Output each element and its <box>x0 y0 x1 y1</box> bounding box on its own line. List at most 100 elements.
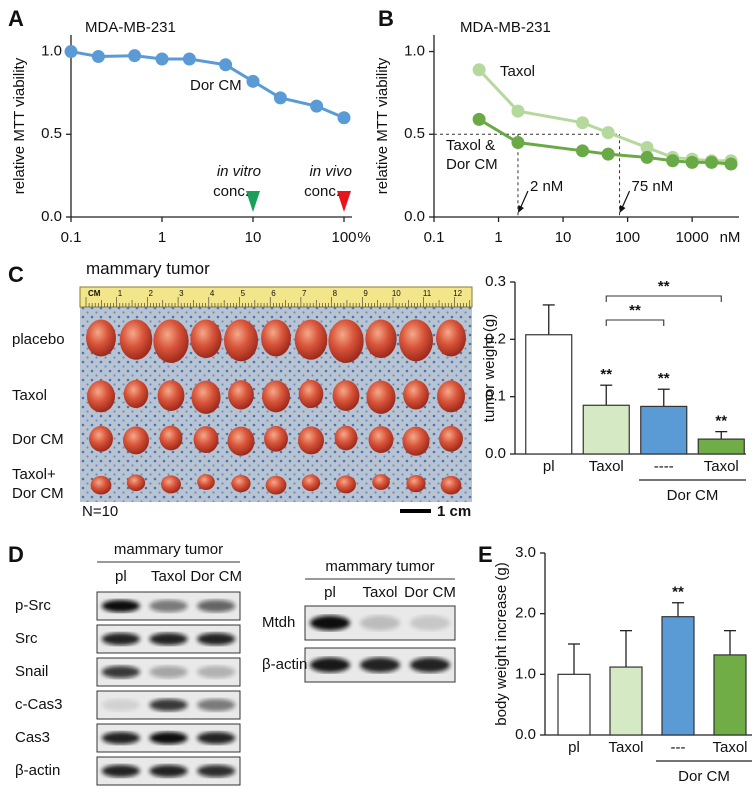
row-label: placebo <box>12 331 65 348</box>
annotation: conc. <box>213 183 249 200</box>
ruler-label: 5 <box>241 289 246 298</box>
row-label: Dor CM <box>12 431 64 448</box>
blot-row-label: Cas3 <box>15 729 50 746</box>
x-tick-label: Taxol <box>704 458 739 475</box>
significance: ** <box>658 370 670 387</box>
panel-label: B <box>378 6 394 31</box>
blot-band <box>149 731 188 745</box>
y-tick-label: 1.0 <box>41 43 62 60</box>
blot-band <box>197 698 236 712</box>
reference-label: 75 nM <box>632 178 674 195</box>
blot-row-label: Src <box>15 630 38 647</box>
tumor <box>153 319 189 364</box>
tumor <box>437 380 465 413</box>
tumor <box>301 474 321 492</box>
blot-band <box>197 731 236 745</box>
x-tick-label: 0.1 <box>61 229 82 246</box>
tumor <box>406 474 426 493</box>
lane-label: pl <box>324 584 336 601</box>
annotation: in vivo <box>309 163 352 180</box>
ruler-label: 12 <box>453 289 462 298</box>
lane-label: Taxol <box>362 584 397 601</box>
panel-label: E <box>478 542 493 567</box>
data-point <box>640 141 654 155</box>
x-tick-label: ---- <box>654 458 674 475</box>
blot-band <box>360 657 400 673</box>
tumor <box>365 319 397 359</box>
blot-band <box>310 657 350 673</box>
bar <box>582 404 630 455</box>
arrow <box>519 190 529 210</box>
lane-label: pl <box>115 568 127 585</box>
tumor <box>366 380 396 414</box>
tumor <box>126 474 146 492</box>
annotation: conc. <box>304 183 340 200</box>
blot-band <box>149 764 188 778</box>
x-tick-label: --- <box>671 739 686 756</box>
tumor <box>193 426 219 454</box>
blot-row-label: Mtdh <box>262 614 295 631</box>
bar <box>640 405 688 455</box>
blot-band <box>149 632 188 646</box>
tumor <box>368 426 394 454</box>
tumor <box>402 426 430 456</box>
reference-label: 2 nM <box>530 178 563 195</box>
chart-title: MDA-MB-231 <box>85 19 176 36</box>
significance: ** <box>658 278 670 295</box>
chart-title: MDA-MB-231 <box>460 19 551 36</box>
blot-band <box>101 599 140 613</box>
tumor <box>294 319 328 360</box>
tumor <box>119 319 153 360</box>
panel-label: A <box>8 6 24 31</box>
tumor <box>89 425 113 452</box>
tumor <box>372 474 390 490</box>
tumor <box>231 474 251 493</box>
series-label: Taxol & Dor CM <box>446 137 498 173</box>
blot-band <box>410 657 450 673</box>
data-point <box>576 144 589 158</box>
data-point <box>246 74 260 88</box>
tumor <box>157 380 185 411</box>
tumor <box>403 380 429 410</box>
tumor <box>328 319 364 364</box>
x-tick-label: Taxol <box>712 739 747 756</box>
y-tick-label: 1.0 <box>404 43 425 60</box>
series-line <box>70 50 345 120</box>
tumor <box>224 319 258 362</box>
tumor <box>159 425 183 451</box>
tumor <box>161 475 181 494</box>
y-tick-label: 0.0 <box>485 445 506 462</box>
blot-row-label: Snail <box>15 663 48 680</box>
ruler-label: 4 <box>210 289 215 298</box>
significance: ** <box>715 413 727 430</box>
x-tick-label: 0.1 <box>424 229 445 246</box>
group-label: Dor CM <box>667 487 719 504</box>
blot-band <box>149 599 188 613</box>
data-point <box>337 111 351 125</box>
tumor <box>123 426 149 455</box>
tumor <box>90 475 112 495</box>
data-point <box>640 150 654 164</box>
ruler-label: 2 <box>148 289 153 298</box>
ruler-label: 1 <box>118 289 123 298</box>
arrow-head <box>517 205 524 213</box>
group-label: Dor CM <box>678 768 730 785</box>
bar <box>525 334 573 455</box>
lane-label: Dor CM <box>190 568 242 585</box>
y-tick-label: 2.0 <box>515 605 536 622</box>
arrow-head <box>619 205 626 213</box>
y-axis-label: relative MTT viability <box>374 57 391 194</box>
x-tick-label: 100 <box>331 229 356 246</box>
blot-band <box>197 764 236 778</box>
blot-band <box>410 615 450 631</box>
series-label: Dor CM <box>190 77 242 94</box>
blot-row-label: p-Src <box>15 597 51 614</box>
data-point <box>472 112 486 126</box>
tumor <box>262 380 290 413</box>
row-label: Taxol+ Dor CM <box>12 466 64 502</box>
significance: ** <box>629 302 641 319</box>
x-tick-label: 100 <box>615 229 640 246</box>
blot-band <box>149 665 188 679</box>
